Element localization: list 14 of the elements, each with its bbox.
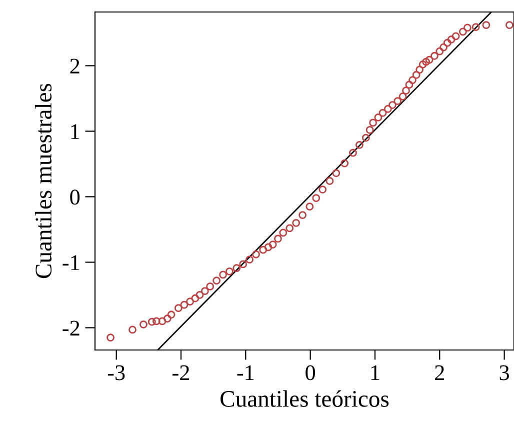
x-tick-label: 0 xyxy=(306,365,316,380)
x-tick-label: -3 xyxy=(108,365,125,380)
x-axis-title: Cuantiles teóricos xyxy=(220,390,389,407)
x-tick-label: 1 xyxy=(371,365,380,380)
x-tick-label: 3 xyxy=(500,365,509,380)
y-tick-label: 0 xyxy=(70,190,80,205)
y-axis-title: Cuantiles muestrales xyxy=(34,84,52,278)
y-tick-label: -2 xyxy=(62,320,80,336)
y-tick-label: -1 xyxy=(62,255,80,270)
y-tick-label: 2 xyxy=(70,58,80,74)
x-tick-label: -2 xyxy=(172,365,190,380)
y-tick-label: 1 xyxy=(71,124,80,139)
x-tick-label: 2 xyxy=(435,365,444,380)
x-tick-label: -1 xyxy=(237,365,254,380)
